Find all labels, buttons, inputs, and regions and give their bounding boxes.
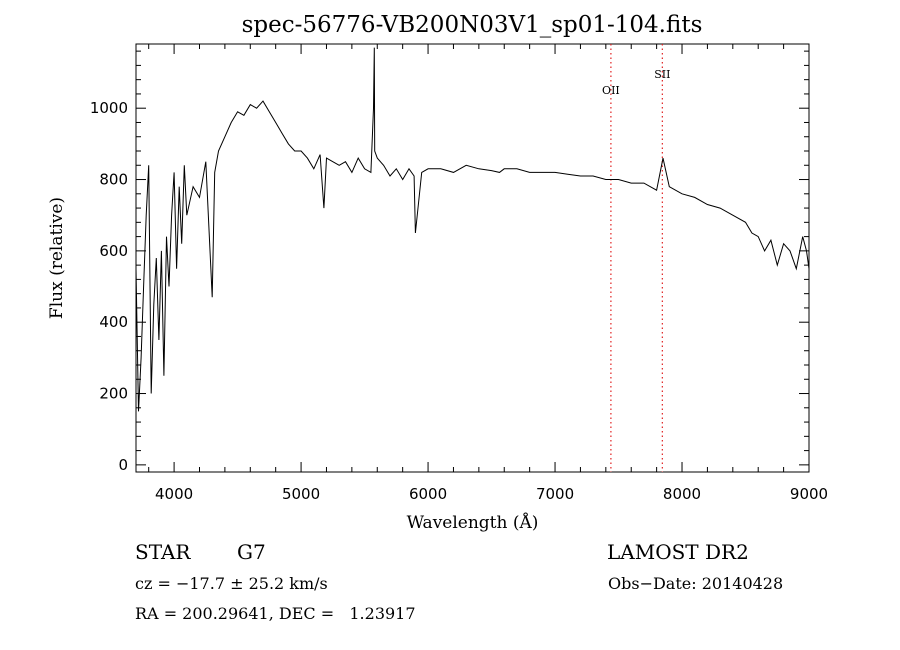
y-axis-label: Flux (relative) <box>47 197 67 319</box>
plot-frame <box>135 43 810 473</box>
spectrum-line <box>135 47 810 412</box>
y-tick-label: 600 <box>99 242 128 260</box>
obs-date-label: Obs−Date: 20140428 <box>608 574 784 593</box>
x-axis-label: Wavelength (Å) <box>407 512 539 533</box>
annotation-lines: OII SII <box>602 44 670 472</box>
survey-label: LAMOST DR2 <box>607 540 749 564</box>
chart-title: spec-56776-VB200N03V1_sp01-104.fits <box>242 12 703 38</box>
annotation-label-sii: SII <box>654 68 670 81</box>
velocity-label: cz = −17.7 ± 25.2 km/s <box>135 574 328 593</box>
x-tick-label: 5000 <box>282 485 320 503</box>
y-tick-label: 200 <box>99 385 128 403</box>
y-tick-label: 800 <box>99 171 128 189</box>
x-tick-label: 4000 <box>155 485 193 503</box>
x-tick-label: 8000 <box>663 485 701 503</box>
object-class-label: STAR <box>135 540 191 564</box>
x-tick-label: 6000 <box>409 485 447 503</box>
subclass-label: G7 <box>237 540 266 564</box>
x-tick-label: 9000 <box>790 485 828 503</box>
y-tick-label: 0 <box>118 456 128 474</box>
coords-label: RA = 200.29641, DEC = 1.23917 <box>135 604 416 623</box>
annotation-label-oii: OII <box>602 84 620 97</box>
axis-ticks: 4000 5000 6000 7000 8000 9000 0 200 400 600 800 100… <box>90 44 828 503</box>
y-tick-label: 1000 <box>90 99 128 117</box>
x-tick-label: 7000 <box>536 485 574 503</box>
y-tick-label: 400 <box>99 313 128 331</box>
